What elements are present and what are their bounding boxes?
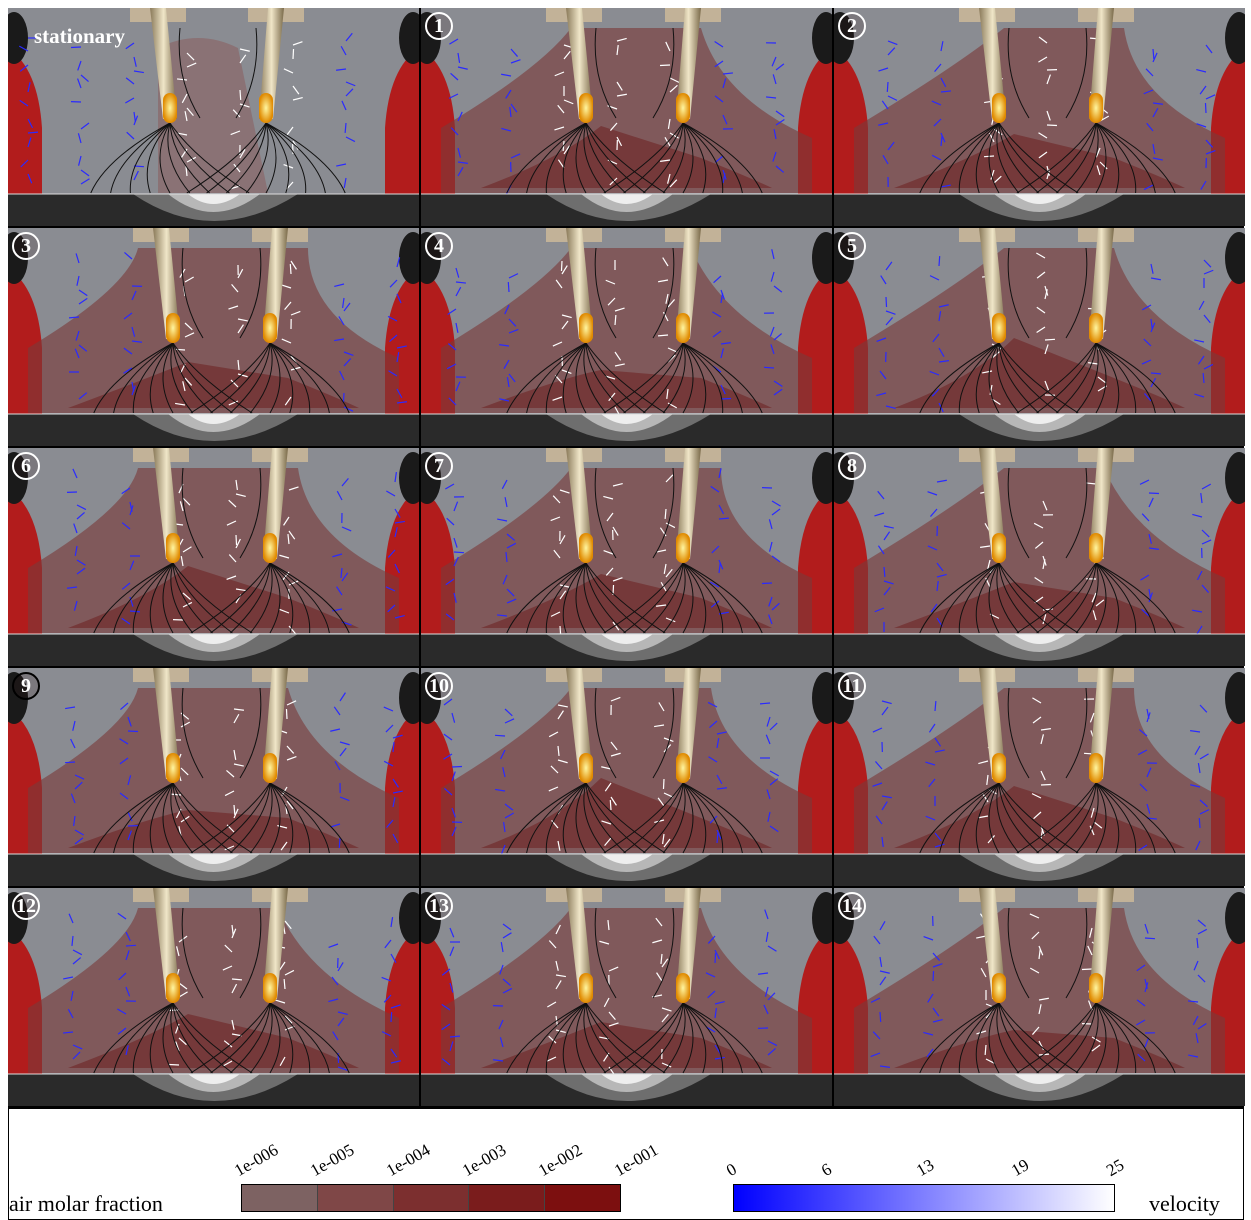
flow-field-image	[834, 8, 1245, 226]
flow-field-image	[834, 888, 1245, 1106]
simulation-panel: 2	[834, 8, 1245, 226]
flow-field-image	[834, 668, 1245, 886]
colorbar-segment	[469, 1185, 546, 1211]
panel-number-badge: 14	[838, 892, 866, 920]
simulation-panel: 7	[421, 448, 832, 666]
panel-number-badge: 6	[12, 452, 40, 480]
air-tick-label: 1e-001	[611, 1140, 662, 1181]
simulation-panel: 6	[8, 448, 419, 666]
air-molar-fraction-label: air molar fraction	[9, 1191, 163, 1216]
air-tick-label: 1e-004	[383, 1140, 434, 1181]
legend: air molar fraction 1e-006 1e-005 1e-004 1e-…	[8, 1108, 1244, 1220]
air-tick-label: 1e-006	[231, 1140, 282, 1181]
simulation-panel: 8	[834, 448, 1245, 666]
simulation-panel: 3	[8, 228, 419, 446]
colorbar-segment	[545, 1185, 620, 1211]
air-tick-label: 1e-005	[307, 1140, 358, 1181]
panel-number-badge: 9	[12, 672, 40, 700]
flow-field-image	[421, 228, 832, 446]
panel-label: stationary	[34, 24, 125, 48]
simulation-panel: 13	[421, 888, 832, 1106]
air-molar-fraction-colorbar	[241, 1184, 621, 1212]
panel-number-badge: 4	[425, 232, 453, 260]
panel-number-badge: 11	[838, 672, 866, 700]
air-tick-label: 1e-003	[459, 1140, 510, 1181]
panel-number-badge: 3	[12, 232, 40, 260]
colorbar-segment	[393, 1185, 470, 1211]
flow-field-image	[834, 228, 1245, 446]
simulation-panel: 5	[834, 228, 1245, 446]
flow-field-image	[421, 888, 832, 1106]
panel-number-badge: 8	[838, 452, 866, 480]
panel-number-badge: 10	[425, 672, 453, 700]
flow-field-image	[8, 228, 419, 446]
velocity-tick-label: 25	[1103, 1155, 1128, 1181]
simulation-panel: stationary	[8, 8, 419, 226]
colorbar-segment	[317, 1185, 394, 1211]
flow-field-image	[421, 448, 832, 666]
flow-field-image	[8, 668, 419, 886]
velocity-tick-label: 19	[1008, 1155, 1033, 1181]
velocity-colorbar	[733, 1184, 1115, 1212]
panel-number-badge: 13	[425, 892, 453, 920]
simulation-panel: 1	[421, 8, 832, 226]
panel-number-badge: 7	[425, 452, 453, 480]
flow-field-image	[834, 448, 1245, 666]
flow-field-image	[8, 8, 419, 226]
simulation-panel: 10	[421, 668, 832, 886]
flow-field-image	[421, 8, 832, 226]
velocity-label: velocity	[1149, 1191, 1220, 1216]
panel-number-badge: 12	[12, 892, 40, 920]
panel-number-badge: 2	[838, 12, 866, 40]
air-tick-label: 1e-002	[535, 1140, 586, 1181]
velocity-tick-label: 13	[913, 1155, 938, 1181]
simulation-panel: 4	[421, 228, 832, 446]
panel-number-badge: 5	[838, 232, 866, 260]
flow-field-image	[8, 888, 419, 1106]
colorbar-segment	[242, 1185, 318, 1211]
flow-field-image	[421, 668, 832, 886]
simulation-panel-grid: stationary 1 2 3 4 5 6 7 8 9 10 11 12 13 14	[8, 8, 1245, 1108]
simulation-panel: 11	[834, 668, 1245, 886]
simulation-panel: 12	[8, 888, 419, 1106]
simulation-panel: 9	[8, 668, 419, 886]
panel-number-badge: 1	[425, 12, 453, 40]
flow-field-image	[8, 448, 419, 666]
velocity-tick-label: 6	[818, 1159, 835, 1181]
simulation-panel: 14	[834, 888, 1245, 1106]
velocity-tick-label: 0	[723, 1159, 740, 1181]
